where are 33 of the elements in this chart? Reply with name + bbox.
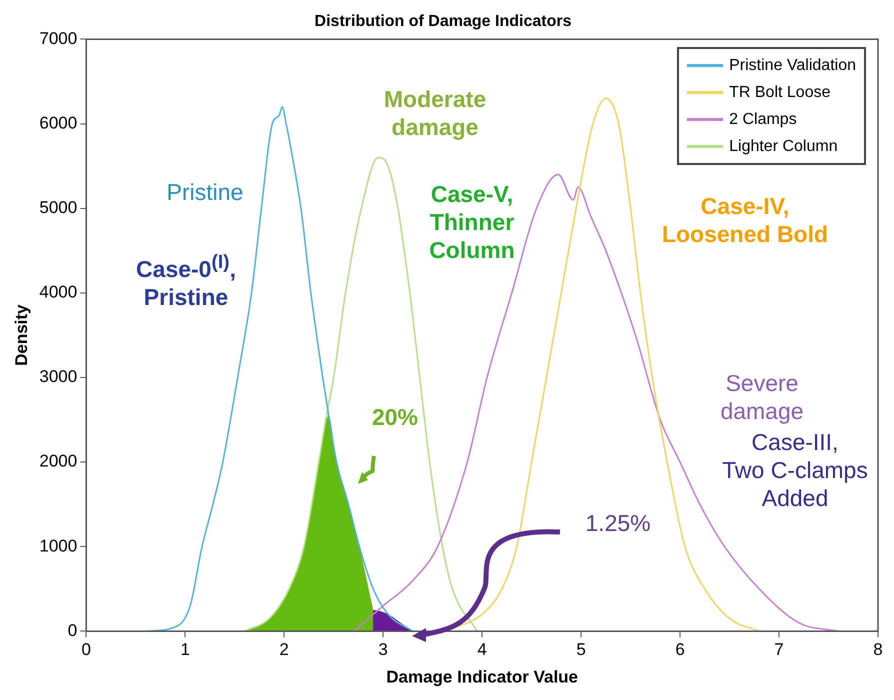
x-tick-label: 3 [378,640,388,660]
x-tick-label: 5 [576,640,586,660]
annotation: Case-0$^{(I)}$, Pristine [136,251,236,311]
y-tick-label: 5000 [39,198,78,218]
annotation: 20% [372,403,418,431]
x-tick-label: 7 [774,640,784,660]
annotation: Case-III, Two C-clamps Added [722,428,868,512]
annotation: Case-IV, Loosened Bold [662,192,828,248]
y-axis-title: Density [12,304,31,366]
y-tick-label: 7000 [39,28,78,48]
legend-label: TR Bolt Loose [729,84,830,102]
y-tick-label: 1000 [39,536,78,556]
x-tick-label: 2 [279,640,289,660]
y-tick-label: 2000 [39,452,78,471]
chart-title: Distribution of Damage Indicators [314,13,572,30]
x-tick-label: 6 [675,640,685,660]
annotation: Severe damage [720,369,804,425]
annotation: Case-V, Thinner Column [429,180,515,264]
y-tick-label: 0 [68,620,78,640]
y-tick-label: 3000 [39,367,78,386]
annotation: 1.25% [585,509,651,537]
x-axis-title: Damage Indicator Value [386,667,578,686]
y-tick-label: 4000 [39,282,78,302]
legend-label: 2 Clamps [729,110,797,129]
legend-label: Pristine Validation [729,56,856,75]
legend-label: Lighter Column [729,138,838,156]
y-tick-label: 6000 [39,113,78,132]
x-tick-label: 8 [873,640,883,660]
x-tick-label: 1 [180,640,190,660]
x-tick-label: 0 [81,640,91,660]
annotation: Moderate damage [384,85,486,141]
x-tick-label: 4 [477,640,487,660]
annotation: Pristine [166,178,244,206]
